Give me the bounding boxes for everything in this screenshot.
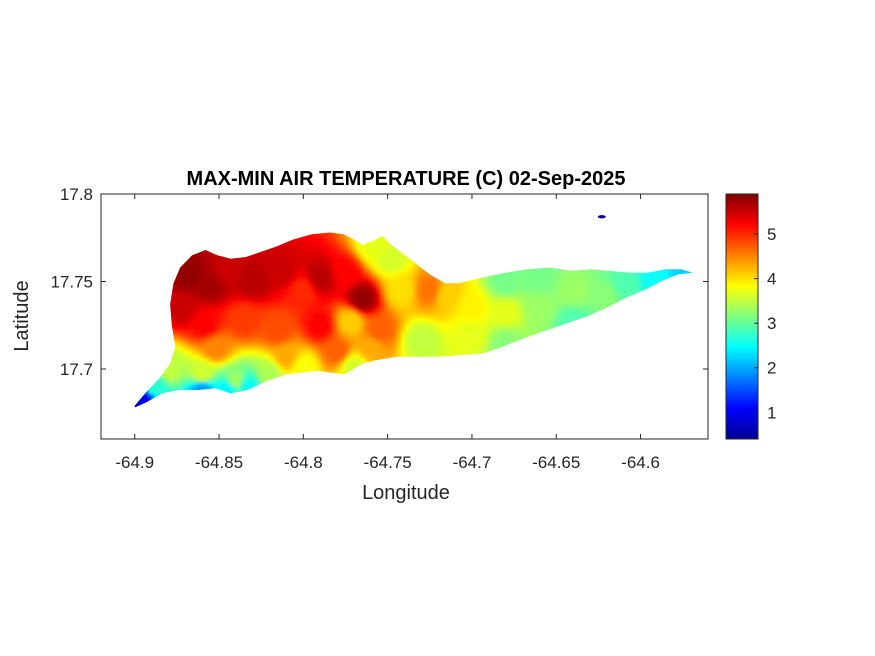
chart-title: MAX-MIN AIR TEMPERATURE (C) 02-Sep-2025 [187,168,626,190]
colorbar-tick-label: 2 [767,359,776,378]
colorbar-ticks: 1 2 3 4 5 [754,225,776,422]
colorbar-tick-label: 3 [767,314,776,333]
x-tick-label: -64.85 [195,453,243,472]
y-tick-label: 17.7 [60,360,93,379]
x-tick-label: -64.6 [621,453,660,472]
x-axis-label: Longitude [362,482,450,504]
colorbar-gradient [725,193,759,440]
islet [597,215,606,219]
colorbar-tick-label: 5 [767,225,776,244]
colorbar-tick-label: 1 [767,403,776,422]
x-tick-label: -64.65 [532,453,580,472]
colorbar-tick-label: 4 [767,270,776,289]
x-tick-label: -64.9 [115,453,154,472]
y-axis-label: Latitude [11,280,33,351]
x-axis: -64.9 -64.85 -64.8 -64.75 -64.7 -64.65 -64.6 [115,194,660,472]
x-tick-label: -64.7 [453,453,492,472]
y-tick-label: 17.8 [60,185,93,204]
colorbar: 1 2 3 4 5 [725,193,776,440]
x-tick-label: -64.8 [284,453,323,472]
y-axis: 17.7 17.75 17.8 [50,185,708,379]
x-tick-label: -64.75 [364,453,412,472]
y-tick-label: 17.75 [50,273,93,292]
